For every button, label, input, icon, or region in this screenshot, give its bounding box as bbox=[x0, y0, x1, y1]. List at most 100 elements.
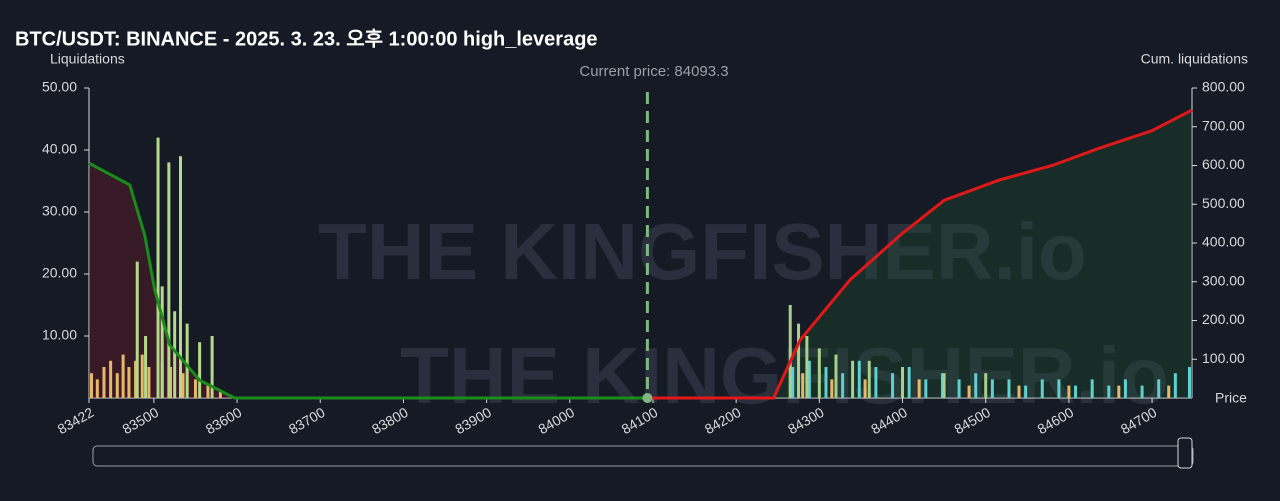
bar bbox=[805, 336, 809, 398]
bar bbox=[863, 379, 867, 398]
bar bbox=[1067, 385, 1071, 398]
bar bbox=[95, 379, 99, 398]
bar bbox=[198, 342, 202, 398]
bar bbox=[1173, 373, 1177, 398]
bar bbox=[957, 379, 961, 398]
bar bbox=[1074, 385, 1078, 398]
bar bbox=[147, 367, 151, 398]
bar bbox=[127, 367, 131, 398]
bar bbox=[824, 367, 828, 398]
bar bbox=[990, 379, 994, 398]
bar bbox=[1007, 379, 1011, 398]
bar bbox=[135, 261, 139, 398]
y2-tick-label: 500.00 bbox=[1202, 195, 1245, 211]
y-tick-label: 20.00 bbox=[42, 265, 77, 281]
bar bbox=[901, 367, 905, 398]
bar bbox=[1040, 379, 1044, 398]
bar bbox=[140, 354, 144, 398]
bar bbox=[907, 367, 911, 398]
current-price-label: Current price: 84093.3 bbox=[579, 63, 728, 80]
bar bbox=[830, 379, 834, 398]
x-axis-label: Price bbox=[1215, 390, 1247, 406]
scrollbar[interactable] bbox=[92, 445, 1194, 467]
line bbox=[88, 161, 648, 400]
area bbox=[647, 110, 1192, 399]
bar bbox=[867, 360, 871, 398]
bar bbox=[1107, 385, 1111, 398]
bar bbox=[974, 373, 978, 398]
bar bbox=[1057, 379, 1061, 398]
bar bbox=[89, 373, 93, 398]
y-tick-label: 10.00 bbox=[42, 327, 77, 343]
y-axis-label: Liquidations bbox=[50, 51, 125, 67]
bar bbox=[193, 379, 197, 398]
bar bbox=[1117, 385, 1121, 398]
bar bbox=[801, 373, 805, 398]
bar bbox=[1017, 385, 1021, 398]
bar bbox=[984, 373, 988, 398]
bar bbox=[156, 137, 160, 398]
bar bbox=[834, 354, 838, 398]
x-tick-label: 83500 bbox=[120, 404, 162, 437]
bar bbox=[917, 379, 921, 398]
bar bbox=[121, 354, 125, 398]
y2-tick-label: 800.00 bbox=[1202, 79, 1245, 95]
bar bbox=[874, 367, 878, 398]
x-tick-label: 83700 bbox=[286, 404, 328, 437]
bar bbox=[167, 162, 171, 398]
bar bbox=[1024, 385, 1028, 398]
bar bbox=[109, 360, 113, 398]
y2-tick-label: 200.00 bbox=[1202, 311, 1245, 327]
x-tick-label: 83422 bbox=[55, 404, 97, 437]
y2-axis-label: Cum. liquidations bbox=[1141, 51, 1248, 67]
bar bbox=[160, 286, 164, 398]
bar bbox=[179, 156, 183, 398]
bar bbox=[173, 311, 177, 398]
bar bbox=[210, 336, 214, 398]
bar bbox=[1167, 385, 1171, 398]
bar bbox=[134, 360, 138, 398]
bar bbox=[218, 391, 222, 398]
bar bbox=[942, 373, 946, 398]
y2-tick-label: 600.00 bbox=[1202, 156, 1245, 172]
bar bbox=[940, 373, 944, 398]
chart-title: BTC/USDT: BINANCE - 2025. 3. 23. 오후 1:00… bbox=[15, 27, 598, 50]
bar bbox=[102, 367, 106, 398]
y2-tick-label: 300.00 bbox=[1202, 272, 1245, 288]
y-tick-label: 30.00 bbox=[42, 203, 77, 219]
y2-tick-label: 100.00 bbox=[1202, 350, 1245, 366]
bar bbox=[181, 373, 185, 398]
bar bbox=[1090, 379, 1094, 398]
bar bbox=[791, 367, 795, 398]
bar bbox=[1140, 385, 1144, 398]
bar bbox=[817, 348, 821, 398]
current-price-marker bbox=[642, 393, 653, 403]
bar bbox=[841, 373, 845, 398]
watermark: THE KINGFISHER.io bbox=[318, 207, 1087, 296]
bar bbox=[797, 323, 801, 398]
y-tick-label: 50.00 bbox=[42, 79, 77, 95]
bar bbox=[857, 360, 861, 398]
bar bbox=[851, 360, 855, 398]
bar bbox=[807, 360, 811, 398]
bar bbox=[1157, 379, 1161, 398]
bar bbox=[185, 323, 189, 398]
bar bbox=[1188, 367, 1192, 398]
bar bbox=[967, 385, 971, 398]
scroll-handle[interactable] bbox=[1177, 437, 1193, 469]
bar bbox=[924, 379, 928, 398]
bar bbox=[891, 373, 895, 398]
y-tick-label: 40.00 bbox=[42, 141, 77, 157]
x-tick-label: 83600 bbox=[203, 404, 245, 437]
bar bbox=[206, 385, 210, 398]
bar bbox=[169, 367, 173, 398]
line bbox=[647, 108, 1193, 400]
bar bbox=[1123, 379, 1127, 398]
bar bbox=[788, 305, 792, 398]
y2-tick-label: 400.00 bbox=[1202, 234, 1245, 250]
x-tick-label: 83800 bbox=[369, 404, 411, 437]
bar bbox=[115, 373, 119, 398]
bar bbox=[144, 336, 148, 398]
